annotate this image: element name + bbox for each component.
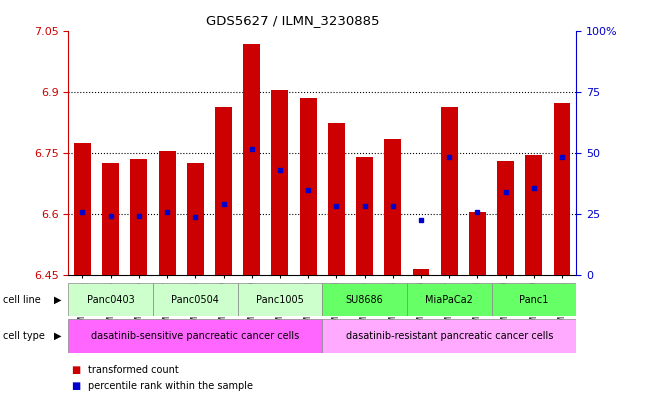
Bar: [356, 157, 373, 275]
Text: dasatinib-resistant pancreatic cancer cells: dasatinib-resistant pancreatic cancer ce…: [346, 331, 553, 341]
Bar: [130, 159, 147, 275]
Text: dasatinib-sensitive pancreatic cancer cells: dasatinib-sensitive pancreatic cancer ce…: [91, 331, 299, 341]
Bar: [441, 107, 458, 275]
Text: GDS5627 / ILMN_3230885: GDS5627 / ILMN_3230885: [206, 14, 380, 27]
Text: Panc1005: Panc1005: [256, 295, 304, 305]
FancyBboxPatch shape: [153, 283, 238, 316]
Text: SU8686: SU8686: [346, 295, 383, 305]
FancyBboxPatch shape: [68, 283, 153, 316]
Bar: [243, 44, 260, 275]
Bar: [299, 98, 316, 275]
FancyBboxPatch shape: [322, 319, 576, 353]
Text: Panc0504: Panc0504: [171, 295, 219, 305]
Bar: [215, 107, 232, 275]
FancyBboxPatch shape: [238, 283, 322, 316]
Bar: [187, 163, 204, 275]
Bar: [497, 162, 514, 275]
Bar: [469, 212, 486, 275]
Bar: [553, 103, 570, 275]
Text: ■: ■: [72, 381, 81, 391]
Text: cell type: cell type: [3, 331, 45, 341]
Bar: [384, 139, 401, 275]
Bar: [159, 151, 176, 275]
FancyBboxPatch shape: [407, 283, 492, 316]
Bar: [74, 143, 91, 275]
Bar: [525, 155, 542, 275]
Bar: [102, 163, 119, 275]
FancyBboxPatch shape: [322, 283, 407, 316]
Bar: [413, 269, 430, 275]
Text: ▶: ▶: [53, 331, 61, 341]
Text: Panc0403: Panc0403: [87, 295, 135, 305]
Text: ▶: ▶: [53, 295, 61, 305]
Text: percentile rank within the sample: percentile rank within the sample: [88, 381, 253, 391]
Text: ■: ■: [72, 365, 81, 375]
Text: MiaPaCa2: MiaPaCa2: [425, 295, 473, 305]
Text: cell line: cell line: [3, 295, 41, 305]
Text: transformed count: transformed count: [88, 365, 178, 375]
FancyBboxPatch shape: [68, 319, 322, 353]
FancyBboxPatch shape: [492, 283, 576, 316]
Bar: [271, 90, 288, 275]
Bar: [328, 123, 345, 275]
Text: Panc1: Panc1: [519, 295, 549, 305]
